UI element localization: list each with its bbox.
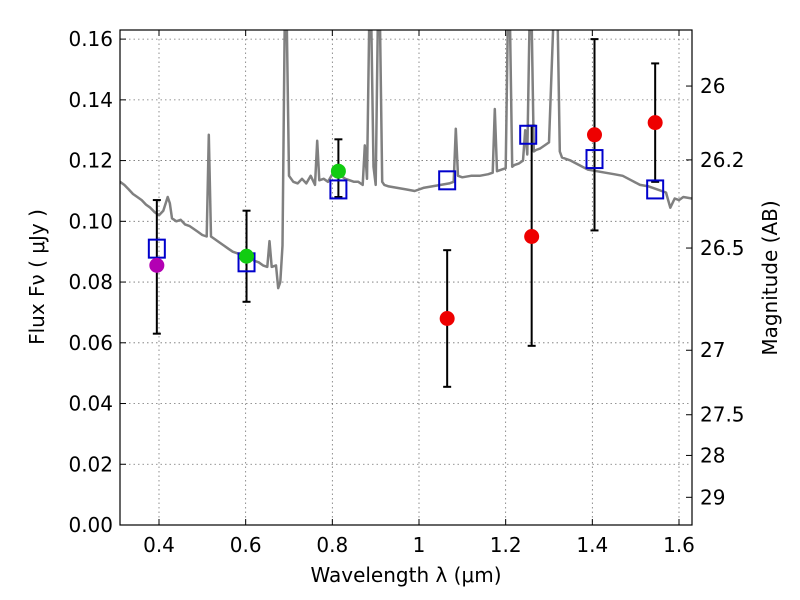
model-photometry-square	[585, 149, 604, 170]
model-spectrum-layer	[120, 30, 692, 290]
model-photometry-square	[519, 124, 538, 145]
y-tick-label: 0.08	[68, 270, 113, 294]
model-spectrum-line	[120, 30, 692, 290]
x-axis-label: Wavelength λ (μm)	[310, 563, 501, 587]
model-photometry-square	[438, 170, 457, 191]
observed-flux-point	[239, 248, 255, 264]
y-tick-label: 0.14	[68, 88, 113, 112]
right-tick-label: 26.2	[700, 148, 745, 172]
x-tick-label: 0.8	[316, 533, 348, 557]
observed-flux-point	[587, 127, 602, 143]
observed-flux-point	[524, 229, 540, 245]
tick-layer: 0.4 0.6 0.8 1 1.2 1.4 1.6 0.00 0.02 0.04 0.06 0.08 0…	[68, 27, 744, 557]
right-tick-label: 26.5	[700, 236, 745, 260]
model-photometry-square	[147, 238, 166, 259]
y-tick-label: 0.04	[68, 392, 113, 416]
y-tick-label: 0.10	[68, 209, 113, 233]
y-tick-label: 0.06	[68, 331, 113, 355]
error-bar-layer	[152, 38, 660, 388]
observed-flux-point	[330, 163, 346, 179]
x-tick-label: 1	[413, 533, 426, 557]
x-tick-label: 1.6	[663, 533, 695, 557]
observed-flux-point	[647, 115, 663, 131]
x-tick-label: 0.4	[143, 533, 175, 557]
observed-flux-point	[439, 310, 455, 326]
y-tick-label: 0.16	[68, 27, 113, 51]
plot-frame	[119, 29, 693, 526]
model-photometry-square	[329, 179, 348, 200]
observed-flux-point	[149, 257, 165, 273]
right-tick-label: 27	[700, 338, 725, 362]
x-tick-label: 0.6	[230, 533, 262, 557]
right-tick-label: 28	[700, 443, 725, 467]
model-photometry-square	[646, 179, 665, 200]
right-axis-label: Magnitude (AB)	[758, 200, 782, 355]
grid-layer	[120, 30, 692, 526]
y-tick-label: 0.12	[68, 149, 113, 173]
data-point-layer	[147, 115, 665, 326]
y-axis-label: Flux Fν ( μJy )	[25, 209, 49, 345]
y-tick-label: 0.00	[68, 513, 113, 537]
right-tick-label: 27.5	[700, 403, 745, 427]
y-tick-label: 0.02	[68, 452, 113, 476]
right-tick-label: 29	[700, 485, 725, 509]
x-tick-label: 1.4	[576, 533, 608, 557]
right-tick-label: 26	[700, 74, 725, 98]
x-tick-label: 1.2	[490, 533, 522, 557]
